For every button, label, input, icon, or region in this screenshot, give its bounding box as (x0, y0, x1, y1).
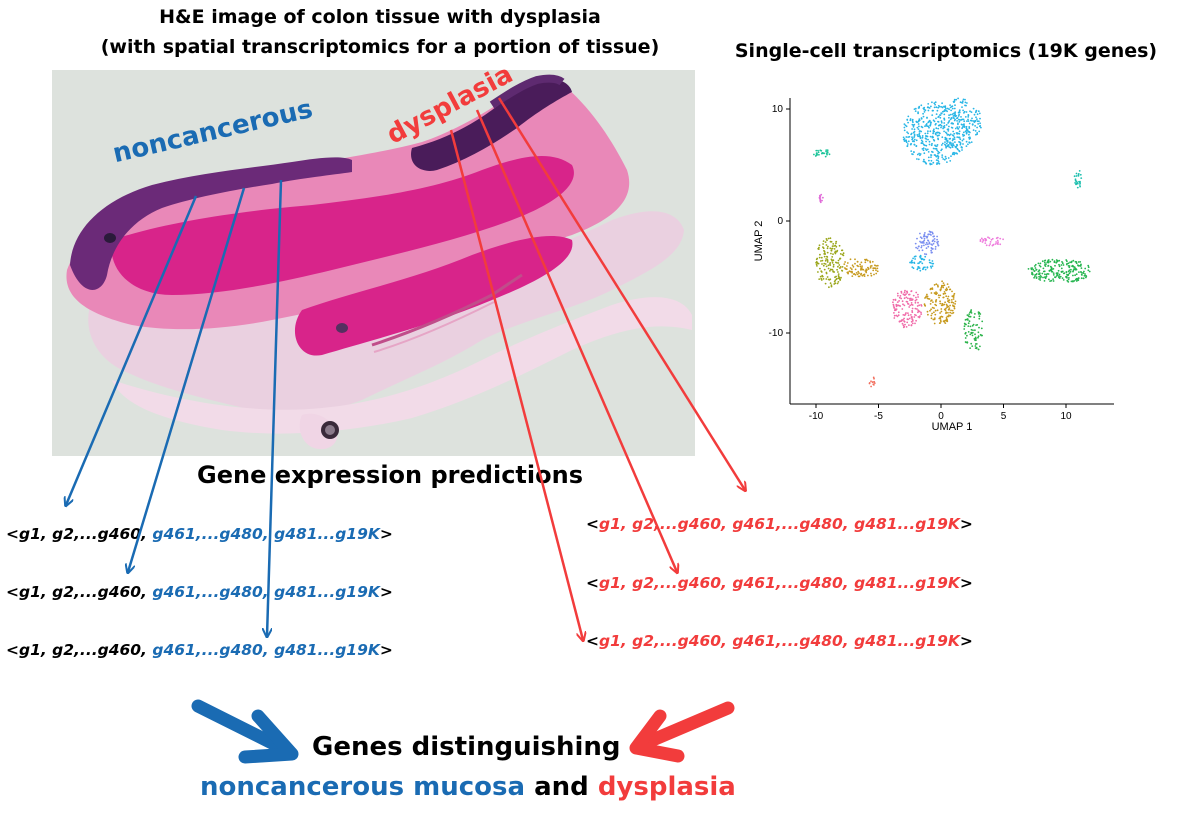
big-arrow-blue (191, 699, 299, 764)
umap-x-tick-label: 0 (938, 411, 944, 422)
umap-y-tick-label: -10 (769, 328, 784, 339)
umap-x-tick-label: 10 (1060, 411, 1072, 422)
predictions-title: Gene expression predictions (197, 461, 583, 489)
he-title-line1: H&E image of colon tissue with dysplasia (159, 6, 601, 28)
umap-x-ticks: -10 -5 0 5 10 (809, 404, 1072, 422)
big-arrow-red (629, 701, 735, 763)
prediction-row-dysplasia-2: <g1, g2,...g460, g461,...g480, g481...g1… (586, 574, 973, 592)
umap-xlabel: UMAP 1 (932, 421, 973, 433)
conclusion-line2: noncancerous mucosa and dysplasia (200, 772, 736, 802)
umap-x-tick-label: -5 (874, 411, 883, 422)
he-tissue-image (52, 70, 695, 456)
conclusion-noncancerous: noncancerous mucosa (200, 772, 526, 802)
prediction-row-noncancerous-3: <g1, g2,...g460, g461,...g480, g481...g1… (6, 641, 393, 659)
umap-plot: -10 -5 0 5 10 10 0 -10 UMAP 1 UMAP 2 (753, 97, 1114, 433)
umap-y-ticks: 10 0 -10 (769, 104, 790, 339)
conclusion-and: and (534, 772, 589, 802)
conclusion-dysplasia: dysplasia (597, 772, 736, 802)
conclusion-line1: Genes distinguishing (312, 732, 621, 762)
umap-y-tick-label: 10 (772, 104, 784, 115)
single-cell-title: Single-cell transcriptomics (19K genes) (734, 40, 1158, 62)
umap-y-tick-label: 0 (777, 216, 783, 227)
prediction-row-noncancerous-2: <g1, g2,...g460, g461,...g480, g481...g1… (6, 583, 393, 601)
umap-clusters (813, 97, 1091, 388)
umap-x-tick-label: 5 (1001, 411, 1007, 422)
he-title-line2: (with spatial transcriptomics for a port… (100, 36, 660, 58)
umap-x-tick-label: -10 (809, 411, 824, 422)
he-image-title: H&E image of colon tissue with dysplasia… (40, 2, 720, 62)
prediction-row-noncancerous-1: <g1, g2,...g460, g461,...g480, g481...g1… (6, 525, 393, 543)
prediction-row-dysplasia-3: <g1, g2,...g460, g461,...g480, g481...g1… (586, 632, 973, 650)
prediction-row-dysplasia-1: <g1, g2,...g460, g461,...g480, g481...g1… (586, 515, 973, 533)
umap-ylabel: UMAP 2 (753, 221, 765, 262)
